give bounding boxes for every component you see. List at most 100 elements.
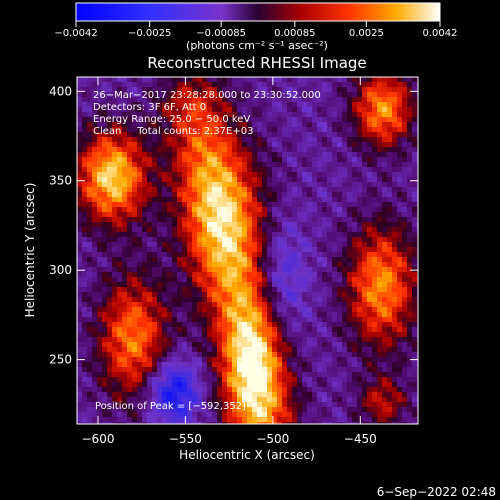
- heatmap-cell: [312, 127, 317, 132]
- heatmap-cell: [107, 277, 112, 282]
- heatmap-cell: [202, 267, 207, 272]
- heatmap-cell: [312, 132, 317, 137]
- heatmap-cell: [117, 407, 122, 412]
- heatmap-cell: [82, 87, 87, 92]
- heatmap-cell: [87, 337, 92, 342]
- heatmap-cell: [87, 372, 92, 377]
- heatmap-cell: [197, 237, 202, 242]
- heatmap-cell: [347, 412, 352, 417]
- heatmap-cell: [382, 352, 387, 357]
- heatmap-cell: [117, 177, 122, 182]
- heatmap-cell: [277, 192, 282, 197]
- heatmap-cell: [117, 217, 122, 222]
- heatmap-cell: [372, 377, 377, 382]
- heatmap-cell: [172, 402, 177, 407]
- heatmap-cell: [132, 297, 137, 302]
- heatmap-cell: [102, 282, 107, 287]
- heatmap-cell: [292, 187, 297, 192]
- heatmap-cell: [117, 377, 122, 382]
- heatmap-cell: [202, 157, 207, 162]
- heatmap-cell: [327, 207, 332, 212]
- heatmap-cell: [152, 192, 157, 197]
- heatmap-cell: [337, 197, 342, 202]
- heatmap-cell: [262, 317, 267, 322]
- heatmap-cell: [87, 312, 92, 317]
- heatmap-cell: [252, 372, 257, 377]
- heatmap-cell: [247, 347, 252, 352]
- heatmap-cell: [222, 422, 227, 424]
- heatmap-cell: [382, 182, 387, 187]
- heatmap-cell: [212, 237, 217, 242]
- heatmap-cell: [322, 417, 327, 422]
- heatmap-cell: [412, 342, 417, 347]
- heatmap-cell: [157, 147, 162, 152]
- heatmap-cell: [392, 227, 397, 232]
- heatmap-cell: [182, 212, 187, 217]
- heatmap-cell: [127, 127, 132, 132]
- heatmap-cell: [97, 82, 102, 87]
- heatmap-cell: [372, 307, 377, 312]
- heatmap-cell: [182, 87, 187, 92]
- heatmap-cell: [122, 177, 127, 182]
- heatmap-cell: [317, 152, 322, 157]
- heatmap-cell: [102, 247, 107, 252]
- heatmap-cell: [327, 402, 332, 407]
- heatmap-cell: [347, 262, 352, 267]
- heatmap-cell: [202, 152, 207, 157]
- heatmap-cell: [92, 87, 97, 92]
- heatmap-cell: [367, 372, 372, 377]
- heatmap-cell: [272, 342, 277, 347]
- heatmap-cell: [347, 152, 352, 157]
- heatmap-cell: [382, 87, 387, 92]
- heatmap-cell: [227, 192, 232, 197]
- heatmap-cell: [302, 232, 307, 237]
- heatmap-cell: [157, 262, 162, 267]
- heatmap-cell: [207, 157, 212, 162]
- heatmap-cell: [197, 202, 202, 207]
- heatmap-cell: [122, 187, 127, 192]
- heatmap-cell: [392, 407, 397, 412]
- heatmap-cell: [127, 282, 132, 287]
- heatmap-cell: [407, 277, 412, 282]
- heatmap-cell: [192, 102, 197, 107]
- heatmap-cell: [127, 107, 132, 112]
- heatmap-cell: [172, 122, 177, 127]
- heatmap-cell: [372, 357, 377, 362]
- heatmap-cell: [117, 357, 122, 362]
- heatmap-cell: [267, 212, 272, 217]
- heatmap-cell: [97, 287, 102, 292]
- heatmap-cell: [312, 392, 317, 397]
- heatmap-cell: [342, 322, 347, 327]
- heatmap-cell: [397, 102, 402, 107]
- heatmap-cell: [182, 417, 187, 422]
- heatmap-cell: [327, 77, 332, 82]
- heatmap-cell: [297, 87, 302, 92]
- heatmap-cell: [242, 172, 247, 177]
- heatmap-cell: [147, 367, 152, 372]
- heatmap-cell: [232, 342, 237, 347]
- heatmap-cell: [132, 92, 137, 97]
- heatmap-cell: [372, 322, 377, 327]
- heatmap-cell: [117, 107, 122, 112]
- heatmap-cell: [122, 352, 127, 357]
- heatmap-cell: [352, 207, 357, 212]
- heatmap-cell: [212, 367, 217, 372]
- heatmap-cell: [367, 217, 372, 222]
- heatmap-cell: [202, 342, 207, 347]
- heatmap-cell: [352, 262, 357, 267]
- heatmap-cell: [272, 87, 277, 92]
- heatmap-cell: [172, 282, 177, 287]
- heatmap-cell: [257, 347, 262, 352]
- heatmap-cell: [132, 342, 137, 347]
- heatmap-cell: [167, 292, 172, 297]
- heatmap-cell: [132, 277, 137, 282]
- heatmap-cell: [322, 212, 327, 217]
- heatmap-cell: [367, 187, 372, 192]
- heatmap-cell: [252, 357, 257, 362]
- heatmap-cell: [282, 412, 287, 417]
- heatmap-cell: [297, 227, 302, 232]
- heatmap-cell: [82, 352, 87, 357]
- heatmap-cell: [387, 122, 392, 127]
- heatmap-cell: [97, 332, 102, 337]
- heatmap-cell: [322, 112, 327, 117]
